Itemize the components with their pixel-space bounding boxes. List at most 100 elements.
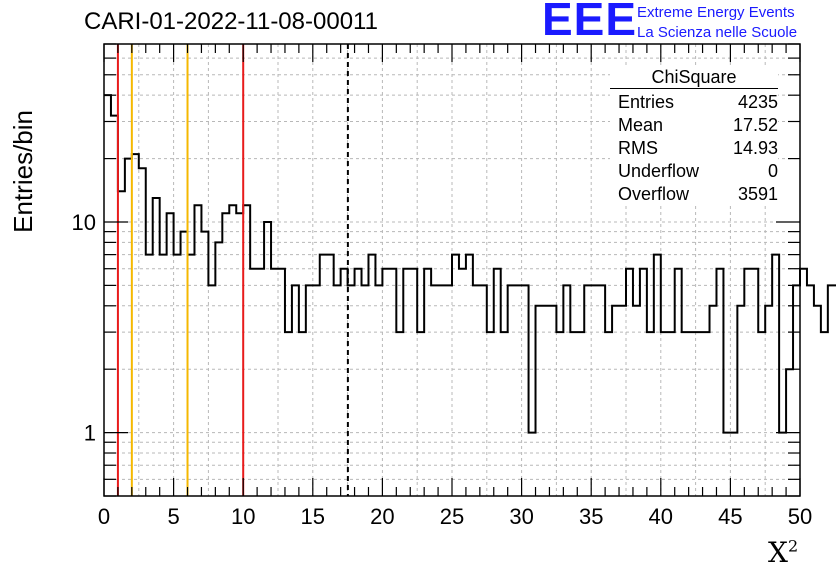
histogram-bin [271,269,278,496]
histogram-bin [549,306,556,496]
x-axis-label-sup: 2 [787,536,799,556]
histogram-bin [668,332,675,496]
histogram-bin [292,285,299,496]
histogram-bin [403,269,410,496]
logo-mark: EEE [542,0,638,45]
histogram-bin [703,332,710,496]
x-tick-label: 40 [649,504,673,529]
eee-logo: EEE Extreme Energy Events La Scienza nel… [542,0,834,45]
x-tick-label: 0 [98,504,110,529]
stats-value: 0 [767,161,778,181]
x-tick-label: 5 [167,504,179,529]
stats-row: Overflow 3591 [610,183,778,206]
histogram-bin [696,332,703,496]
histogram-bin [459,269,466,496]
histogram-bin [480,285,487,496]
histogram-bin [487,332,494,496]
histogram-bin [640,269,647,496]
histogram-bin [368,255,375,496]
histogram-bin [389,269,396,496]
stats-label: Mean [618,115,664,135]
histogram-bin [723,433,730,496]
histogram-bin [327,255,334,496]
histogram-bin [375,285,382,496]
histogram-bin [264,222,271,496]
histogram-bin [382,269,389,496]
histogram-bin [675,269,682,496]
x-axis-label-base: X [768,536,788,569]
chart-title: CARI-01-2022-11-08-00011 [84,8,378,35]
histogram-bin [563,285,570,496]
histogram-bin [501,332,508,496]
histogram-bin [779,433,786,496]
histogram-bin [104,95,111,496]
histogram-bin [751,269,758,496]
histogram-bin [647,332,654,496]
histogram-bin [174,255,181,496]
histogram-bin [229,205,236,496]
histogram-bin [215,242,222,496]
histogram-bin [800,269,807,496]
histogram-bin [744,269,751,496]
y-axis-label: Entries/bin [8,110,38,233]
histogram-bin [654,255,661,496]
histogram-bin [334,285,341,496]
histogram-bin [682,332,689,496]
histogram-bin [160,255,167,496]
histogram-bin [424,269,431,496]
histogram-bin [236,213,243,496]
histogram-bin [139,168,146,496]
histogram-bin [710,306,717,496]
histogram-bin [605,332,612,496]
histogram-bin [737,306,744,496]
x-tick-label: 45 [718,504,742,529]
histogram-bin [188,255,195,496]
histogram-bin [772,255,779,496]
histogram-bin [146,255,153,496]
histogram-bin [118,191,125,496]
histogram-bin [445,285,452,496]
histogram-bin [278,269,285,496]
histogram-bin [758,332,765,496]
histogram-bin [730,433,737,496]
histogram-bin [167,213,174,496]
histogram-bin [132,154,139,496]
stats-value: 14.93 [732,138,778,158]
histogram-bin [201,232,208,496]
histogram-bin [362,285,369,496]
histogram-bin [612,306,619,496]
tick-labels: 0 5 10 15 20 25 30 35 40 45 50 1 10 [72,210,813,529]
histogram-bin [355,269,362,496]
stats-row: Entries 4235 [610,91,778,114]
stats-row: Mean 17.52 [610,114,778,137]
stats-row: Underflow 0 [610,160,778,183]
histogram-bin [181,232,188,496]
histogram-bin [793,285,800,496]
histogram-bin [619,306,626,496]
histogram-bin [250,269,257,496]
histogram-bin [661,332,668,496]
x-axis-label: X2 [768,536,798,569]
histogram-bin [494,269,501,496]
histogram-bin [125,159,132,496]
histogram-bin [598,285,605,496]
x-tick-label: 35 [579,504,603,529]
histogram-bin [542,306,549,496]
histogram-bin [828,285,835,496]
histogram-bin [396,332,403,496]
histogram-bin [765,306,772,496]
histogram-bin [814,306,821,496]
stats-title: ChiSquare [610,66,778,89]
histogram-bin [452,255,459,496]
x-tick-label: 10 [231,504,255,529]
histogram-bin [556,332,563,496]
axis-ticks [103,43,801,497]
logo-line-1: Extreme Energy Events [637,4,795,21]
stats-label: Overflow [618,184,690,204]
histogram-bin [285,332,292,496]
histogram-bin [243,205,250,496]
histogram-bin [320,255,327,496]
histogram-bin [410,269,417,496]
x-tick-label: 25 [440,504,464,529]
histogram-bin [466,255,473,496]
